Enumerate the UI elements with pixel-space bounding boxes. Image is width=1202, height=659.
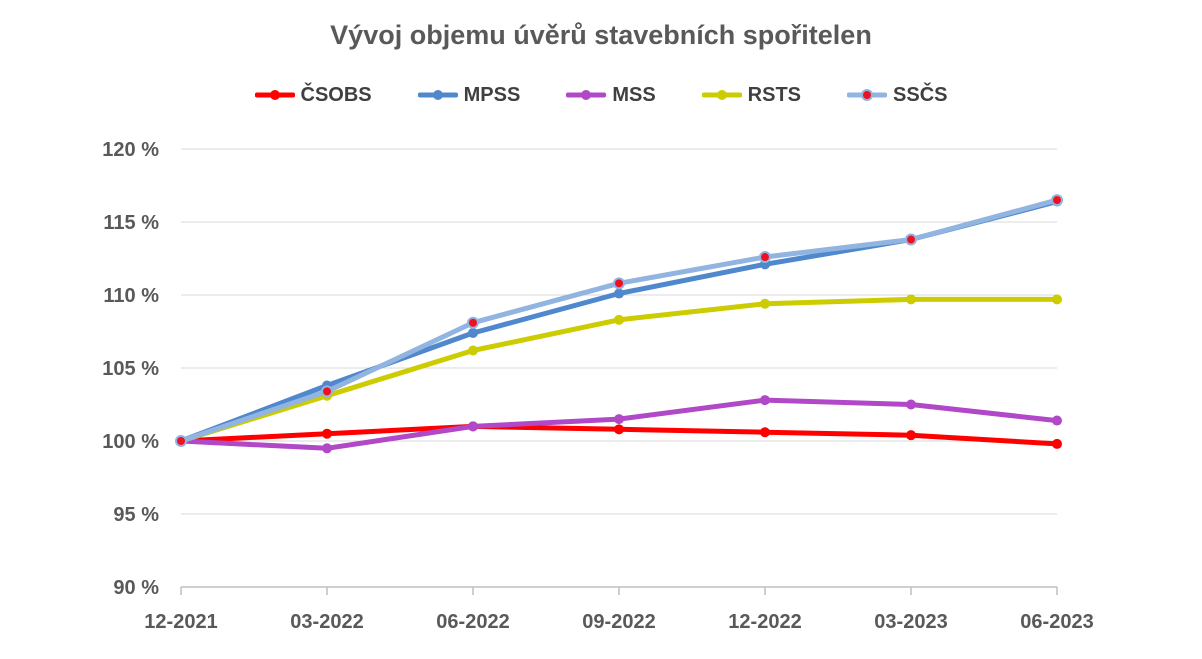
legend-swatch: [417, 90, 458, 100]
series-3-point: [906, 294, 916, 305]
legend-item: SSČS: [847, 83, 947, 107]
y-tick-label: 120 %: [102, 139, 159, 161]
x-tick-label: 09-2022: [582, 611, 655, 633]
legend-swatch: [701, 90, 742, 100]
series-0-point: [322, 428, 332, 439]
legend-item: ČSOBS: [254, 83, 372, 107]
legend-swatch: [254, 90, 295, 100]
legend: ČSOBS MPSS MSS RSTS SSČS: [0, 83, 1202, 107]
series-4-point: [759, 251, 771, 264]
series-4-point: [1051, 194, 1063, 207]
series-1-point: [614, 288, 624, 299]
y-tick-label: 100 %: [102, 431, 159, 453]
series-3-point: [614, 314, 624, 325]
legend-swatch: [847, 89, 888, 101]
legend-swatch-marker: [432, 90, 443, 100]
y-tick-label: 90 %: [113, 577, 159, 599]
x-tick-label: 06-2022: [436, 611, 509, 633]
legend-item: MPSS: [417, 83, 521, 107]
y-tick-label: 95 %: [113, 504, 159, 526]
chart-title: Vývoj objemu úvěrů stavebních spořitelen: [330, 20, 872, 50]
y-tick-label: 110 %: [103, 285, 159, 307]
legend-item: RSTS: [701, 83, 802, 107]
series-4-point: [905, 233, 917, 246]
series-0-point: [1052, 438, 1062, 449]
legend-label: MPSS: [463, 83, 521, 106]
series-1-point: [468, 327, 478, 338]
legend-swatch-marker: [716, 90, 727, 100]
series-3-point: [760, 298, 770, 309]
series-2-point: [468, 421, 478, 432]
legend-swatch: [566, 90, 607, 100]
x-tick-label: 12-2022: [728, 611, 801, 633]
series-4-point: [175, 435, 187, 447]
series-2-point: [614, 414, 624, 425]
legend-label: MSS: [612, 83, 656, 106]
x-tick-label: 06-2023: [1020, 611, 1093, 633]
series-2-point: [906, 399, 916, 410]
legend-label: ČSOBS: [300, 83, 372, 106]
x-tick-label: 03-2023: [874, 611, 947, 633]
series-3-point: [1052, 294, 1062, 305]
x-tick-label: 12-2021: [144, 611, 217, 633]
legend-swatch-marker: [581, 90, 592, 100]
series-4-point: [613, 277, 625, 290]
x-tick-label: 03-2022: [290, 611, 363, 633]
series-4-point: [321, 385, 333, 398]
series-2-point: [322, 443, 332, 454]
series-0-point: [614, 424, 624, 435]
legend-label: SSČS: [893, 83, 948, 106]
legend-item: MSS: [566, 83, 656, 107]
legend-label: RSTS: [747, 83, 802, 106]
series-3-point: [468, 345, 478, 356]
y-tick-label: 105 %: [102, 358, 159, 380]
series-2-point: [1052, 415, 1062, 426]
series-0-point: [906, 430, 916, 441]
series-2-point: [760, 395, 770, 406]
legend-swatch-marker: [269, 90, 280, 100]
series-0-point: [760, 427, 770, 438]
legend-swatch-marker: [861, 89, 874, 101]
y-tick-label: 115 %: [103, 212, 159, 234]
series-4-point: [467, 316, 479, 329]
